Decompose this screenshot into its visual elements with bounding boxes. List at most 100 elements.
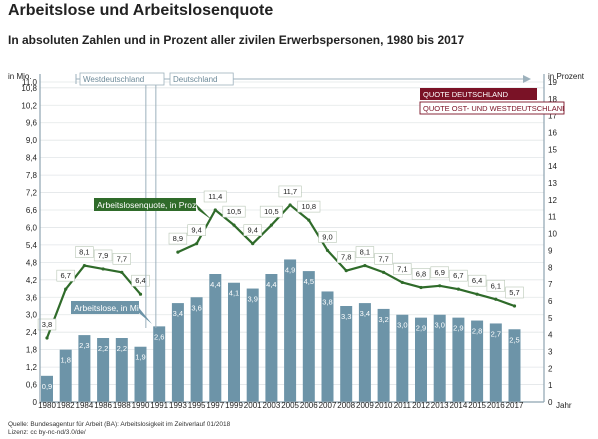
bar xyxy=(415,317,427,402)
quote-label-text: 6,4 xyxy=(135,276,145,285)
bar-value-label: 4,5 xyxy=(304,277,314,286)
quote-value-label: 7,8 xyxy=(336,251,356,263)
quote-label-box xyxy=(411,268,431,280)
y-left-tick-label: 0,6 xyxy=(26,381,38,390)
bar xyxy=(115,338,128,402)
bar-value-label: 3,2 xyxy=(378,315,388,324)
quote-value-label: 8,9 xyxy=(168,232,188,245)
quote-label-text: 10,5 xyxy=(264,207,279,216)
x-tick-label: 1980 xyxy=(38,401,56,410)
bar-callout-text: Arbeitslose, in Mio. xyxy=(74,303,146,313)
y-left-tick-label: 7,2 xyxy=(26,189,38,198)
quote-point xyxy=(438,284,442,288)
y-right-tick-label: 16 xyxy=(548,129,557,138)
quote-value-label: 6,4 xyxy=(467,274,487,287)
quote-label-box xyxy=(187,224,206,236)
bar-series-callout: Arbeitslose, in Mio. xyxy=(71,301,152,324)
x-tick-label: 2001 xyxy=(244,401,262,410)
quote-label-text: 11,4 xyxy=(208,192,222,201)
period-label: Westdeutschland xyxy=(79,72,165,86)
y-left-tick-label: 6,6 xyxy=(26,206,38,215)
x-tick-label: 1984 xyxy=(76,401,94,410)
x-axis-label: Jahr xyxy=(556,401,572,410)
quote-label-box xyxy=(168,232,188,245)
x-tick-label: 2011 xyxy=(394,401,412,410)
quote-label-box xyxy=(203,190,227,203)
period-label-box xyxy=(169,72,234,86)
bar xyxy=(321,291,334,402)
chart-footer: Quelle: Bundesagentur für Arbeit (BA): A… xyxy=(8,421,230,437)
x-tick-label: 1986 xyxy=(94,401,112,410)
x-tick-label: 1997 xyxy=(206,401,224,410)
quote-label-box xyxy=(430,266,449,279)
y-left-tick-label: 5,4 xyxy=(26,241,38,250)
y-left-tick-label: 8,4 xyxy=(26,154,38,163)
bar-value-label: 4,4 xyxy=(266,280,276,289)
bar-value-label: 3,4 xyxy=(173,309,183,318)
bar-value-label: 2,9 xyxy=(453,324,463,333)
bar-value-label: 4,1 xyxy=(229,289,239,298)
bar xyxy=(41,375,53,402)
y-right-tick-label: 13 xyxy=(548,179,557,188)
quote-label-box xyxy=(449,269,468,282)
bar-value-label: 2,2 xyxy=(98,344,108,353)
bar xyxy=(396,314,409,402)
quote-label-text: 6,8 xyxy=(416,269,426,278)
quote-point xyxy=(307,218,311,222)
bar xyxy=(59,349,72,402)
y-left-tick-label: 9,0 xyxy=(26,136,38,145)
license-note: Lizenz: cc by-nc-nd/3.0/de/ xyxy=(8,429,86,436)
bar xyxy=(489,323,502,402)
bar-value-label: 1,9 xyxy=(135,353,145,362)
quote-label-box xyxy=(355,246,375,258)
bar-callout-pointer xyxy=(139,308,152,324)
quote-label-box xyxy=(336,251,356,263)
legend-entry: QUOTE OST- UND WESTDEUTSCHLAND xyxy=(419,101,565,115)
bar-value-label: 2,3 xyxy=(79,341,89,350)
bar-value-label: 3,4 xyxy=(360,309,370,318)
quote-point xyxy=(456,287,460,291)
x-tick-label: 2010 xyxy=(375,401,393,410)
y-right-tick-label: 17 xyxy=(548,112,557,121)
quote-label-box xyxy=(37,318,57,331)
x-tick-label: 1988 xyxy=(113,401,131,410)
bar xyxy=(246,288,259,402)
quote-value-label: 7,7 xyxy=(374,253,393,265)
bar xyxy=(471,320,484,402)
quote-point xyxy=(45,336,49,340)
y-left-tick-label: 2,4 xyxy=(26,328,38,337)
quote-label-box xyxy=(259,205,283,218)
y-right-tick-label: 4 xyxy=(548,331,553,340)
quote-label-box xyxy=(75,246,94,258)
quote-point xyxy=(269,223,273,227)
bar xyxy=(171,303,184,402)
quote-point xyxy=(195,242,199,246)
quote-label-box xyxy=(486,279,505,292)
quote-label-box xyxy=(243,224,262,236)
quote-value-label: 6,7 xyxy=(449,269,468,282)
quote-label-text: 6,7 xyxy=(453,271,463,280)
y-left-tick-label: 4,8 xyxy=(26,258,38,267)
quote-point xyxy=(251,242,255,246)
bar-value-label: 3,0 xyxy=(434,321,444,330)
quote-value-label: 7,9 xyxy=(93,249,113,262)
quote-label-box xyxy=(278,185,302,198)
line-callout-pointer xyxy=(196,204,212,220)
quote-point xyxy=(382,270,386,274)
x-tick-label: 2007 xyxy=(319,401,337,410)
period-label: Deutschland xyxy=(169,72,234,86)
bar-value-label: 2,9 xyxy=(416,324,426,333)
quote-value-label: 6,8 xyxy=(411,268,431,280)
bar xyxy=(134,346,147,402)
quote-label-text: 10,5 xyxy=(227,207,242,216)
quote-label-box xyxy=(318,231,337,243)
x-tick-label: 2003 xyxy=(263,401,281,410)
quote-label-text: 7,7 xyxy=(117,254,127,263)
y-right-tick-label: 8 xyxy=(548,263,553,272)
quote-label-text: 7,9 xyxy=(98,251,108,260)
y-left-tick-label: 3,0 xyxy=(26,311,38,320)
x-tick-label: 2009 xyxy=(356,401,374,410)
bar-value-label: 1,8 xyxy=(60,356,70,365)
quote-label-box xyxy=(467,274,487,287)
y-left-tick-label: 11,0 xyxy=(22,78,38,87)
